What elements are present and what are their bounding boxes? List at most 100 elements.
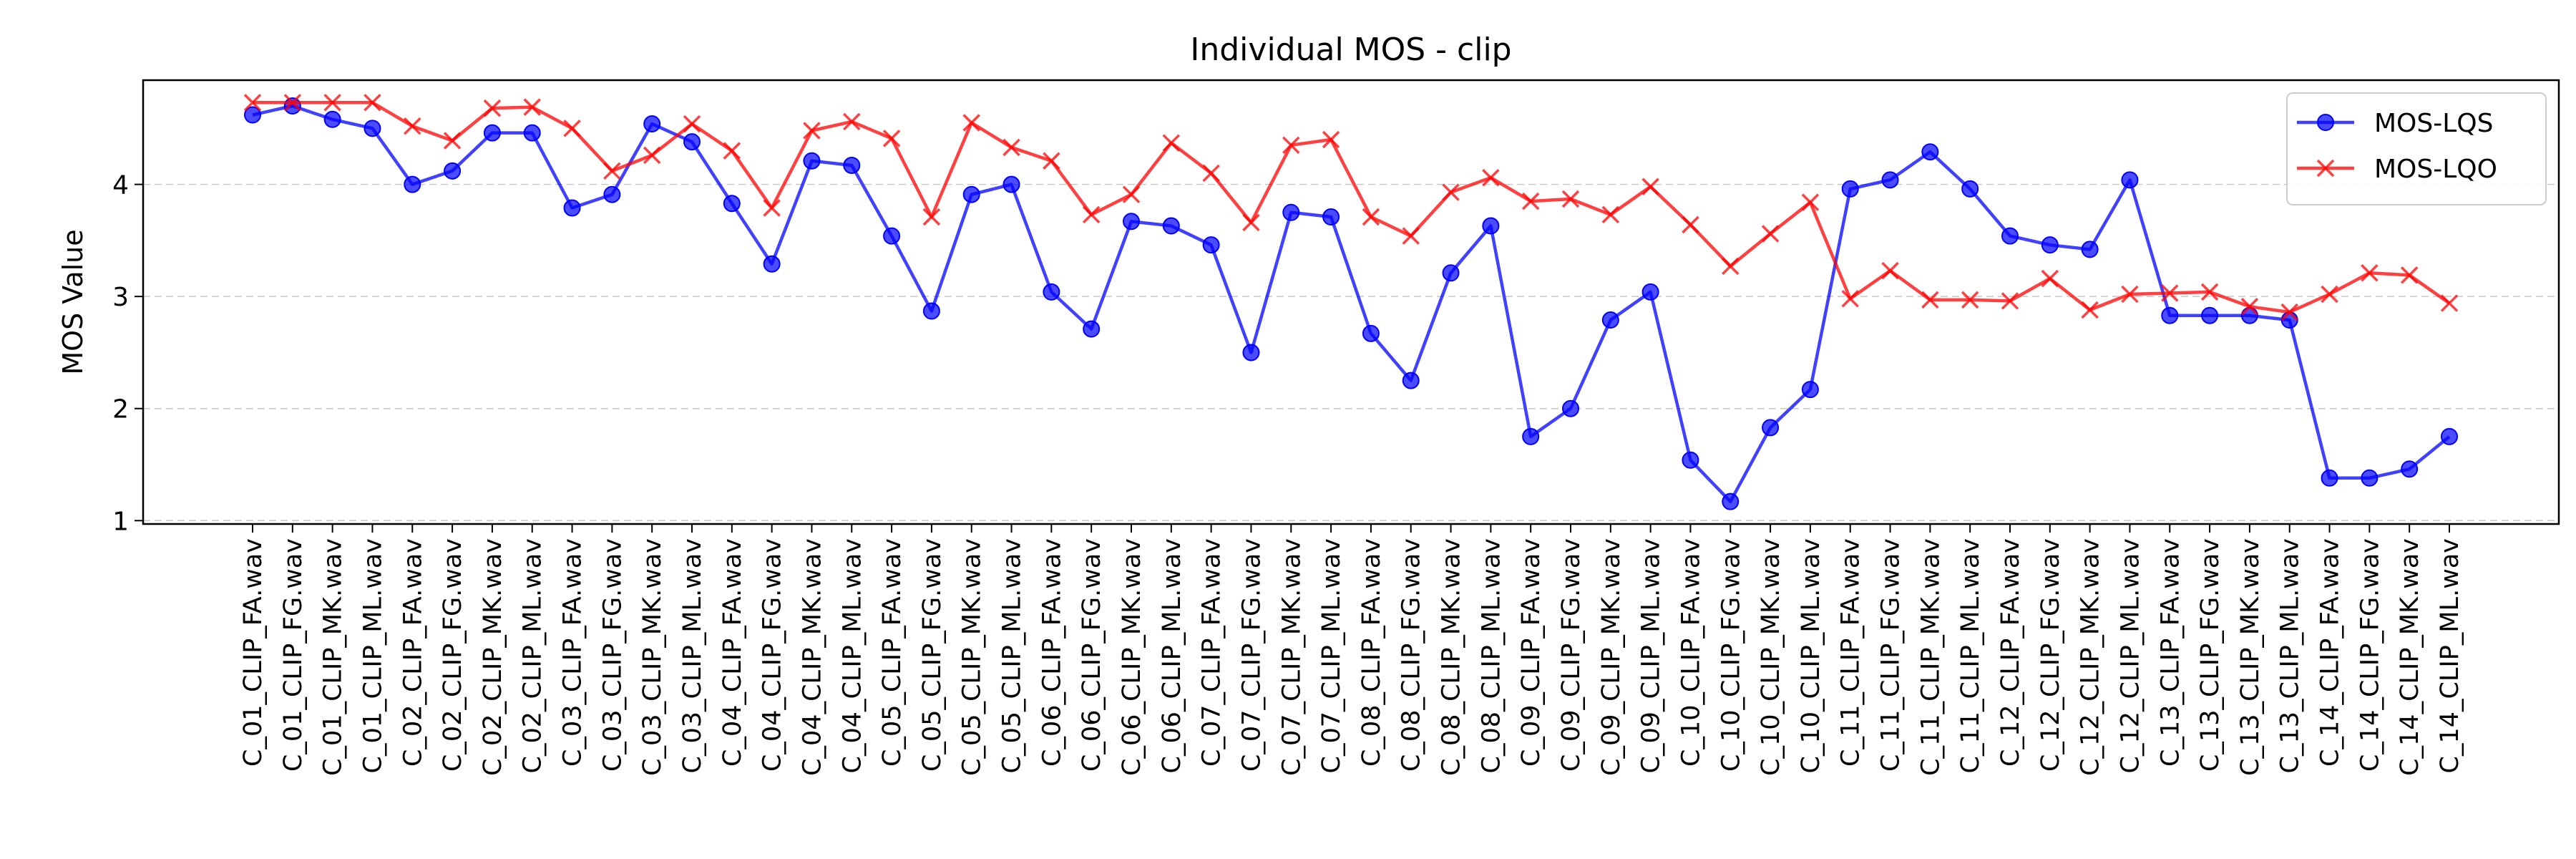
data-point-mos-lqo <box>1801 193 1820 211</box>
data-point-mos-lqs <box>2401 460 2419 478</box>
y-tick-label: 4 <box>112 171 129 200</box>
series-mos-lqs <box>244 97 2458 510</box>
y-axis-label: MOS Value <box>57 229 89 374</box>
data-point-mos-lqs <box>2321 469 2338 487</box>
data-point-mos-lqo <box>443 132 462 150</box>
data-point-mos-lqo <box>683 115 701 133</box>
x-tick-label: C_01_CLIP_ML.wav <box>358 538 387 773</box>
data-point-mos-lqo <box>1322 130 1340 149</box>
data-point-mos-lqs <box>563 199 581 217</box>
data-point-mos-lqs <box>2161 306 2179 324</box>
data-point-mos-lqo <box>243 94 262 112</box>
x-tick-label: C_08_CLIP_MK.wav <box>1438 538 1466 776</box>
data-point-mos-lqs <box>1841 180 1859 198</box>
series-line-mos-lqs <box>252 104 2451 503</box>
data-point-mos-lqs <box>364 120 381 137</box>
data-point-mos-lqo <box>2041 269 2059 288</box>
series-line-mos-lqo <box>253 101 2451 314</box>
x-tick-label: C_07_CLIP_FA.wav <box>1198 538 1226 767</box>
data-point-mos-lqo <box>643 146 661 165</box>
data-point-mos-lqs <box>283 97 301 115</box>
x-tick-label: C_02_CLIP_MK.wav <box>479 538 507 776</box>
x-tick-label: C_02_CLIP_FA.wav <box>399 538 427 767</box>
data-point-mos-lqs <box>723 195 741 213</box>
x-tick-label: C_13_CLIP_MK.wav <box>2236 538 2265 776</box>
x-tick-label: C_08_CLIP_FA.wav <box>1357 538 1386 767</box>
data-point-mos-lqs <box>1562 399 1579 417</box>
x-tick-label: C_12_CLIP_MK.wav <box>2077 538 2105 776</box>
data-point-mos-lqs <box>323 110 341 128</box>
data-point-mos-lqs <box>1123 213 1140 230</box>
data-point-mos-lqs <box>1801 381 1819 399</box>
data-point-mos-lqo <box>1881 261 1899 280</box>
x-tick-label: C_03_CLIP_MK.wav <box>638 538 667 776</box>
x-tick-label: C_04_CLIP_MK.wav <box>798 538 826 776</box>
data-point-mos-lqs <box>1322 208 1340 226</box>
x-tick-label: C_02_CLIP_FG.wav <box>439 538 467 772</box>
data-point-mos-lqs <box>1002 175 1020 193</box>
legend-item-mos-lqo: MOS-LQO <box>2297 155 2497 184</box>
data-point-mos-lqs <box>1083 320 1101 338</box>
data-point-mos-lqo <box>523 98 541 116</box>
legend-marker <box>2316 159 2335 178</box>
data-point-mos-lqs <box>1402 372 1420 389</box>
data-point-mos-lqs <box>1482 217 1500 235</box>
x-tick-label: C_09_CLIP_MK.wav <box>1597 538 1626 776</box>
data-point-mos-lqo <box>723 142 741 160</box>
data-point-mos-lqo <box>1402 227 1420 245</box>
x-tick-label: C_09_CLIP_FA.wav <box>1517 538 1546 767</box>
data-point-mos-lqs <box>1682 451 1699 469</box>
x-tick-label: C_13_CLIP_ML.wav <box>2276 538 2305 773</box>
data-point-mos-lqo <box>1043 152 1060 170</box>
data-point-mos-lqo <box>1921 291 1939 309</box>
x-tick-label: C_07_CLIP_ML.wav <box>1317 538 1346 773</box>
y-tick-label: 1 <box>112 507 129 536</box>
x-tick-label: C_12_CLIP_FG.wav <box>2036 538 2065 772</box>
data-point-mos-lqo <box>483 99 502 117</box>
data-point-mos-lqo <box>1961 291 1979 309</box>
x-tick-label: C_02_CLIP_ML.wav <box>519 538 547 773</box>
data-point-mos-lqo <box>2081 301 2099 319</box>
x-tick-label: C_04_CLIP_FG.wav <box>758 538 787 772</box>
data-point-mos-lqo <box>603 162 621 180</box>
x-tick-label: C_11_CLIP_FG.wav <box>1877 538 1906 772</box>
data-point-mos-lqo <box>1282 136 1300 155</box>
data-point-mos-lqs <box>2361 469 2379 487</box>
data-point-mos-lqo <box>1482 168 1500 187</box>
data-point-mos-lqs <box>444 162 462 180</box>
x-tick-label: C_01_CLIP_MK.wav <box>319 538 348 776</box>
plot-frame <box>142 79 2560 525</box>
data-point-mos-lqo <box>1242 213 1260 232</box>
x-tick-label: C_10_CLIP_FA.wav <box>1677 538 1705 767</box>
data-point-mos-lqo <box>364 94 381 112</box>
data-point-mos-lqs <box>1881 171 1899 189</box>
data-point-mos-lqo <box>1561 190 1580 208</box>
data-point-mos-lqo <box>2161 284 2179 302</box>
data-point-mos-lqs <box>1601 311 1619 329</box>
x-tick-label: C_14_CLIP_MK.wav <box>2396 538 2424 776</box>
x-tick-label: C_04_CLIP_FA.wav <box>718 538 747 767</box>
x-tick-label: C_05_CLIP_MK.wav <box>958 538 987 776</box>
x-tick-label: C_12_CLIP_ML.wav <box>2116 538 2145 773</box>
x-tick-label: C_03_CLIP_FG.wav <box>598 538 627 772</box>
data-point-mos-lqo <box>1162 134 1181 152</box>
x-tick-label: C_08_CLIP_FG.wav <box>1397 538 1426 772</box>
y-tick-label: 2 <box>112 395 129 424</box>
data-point-mos-lqs <box>2201 306 2219 324</box>
x-tick-label: C_03_CLIP_FA.wav <box>559 538 587 767</box>
data-point-mos-lqs <box>2240 306 2258 324</box>
data-point-mos-lqs <box>1961 180 1979 198</box>
x-tick-label: C_04_CLIP_ML.wav <box>838 538 867 773</box>
data-point-mos-lqs <box>883 227 901 245</box>
x-tick-label: C_10_CLIP_MK.wav <box>1757 538 1785 776</box>
data-point-mos-lqs <box>2081 241 2099 258</box>
series-mos-lqo <box>243 94 2459 321</box>
data-point-mos-lqo <box>563 120 581 137</box>
data-point-mos-lqs <box>763 255 781 273</box>
data-point-mos-lqs <box>1442 264 1460 282</box>
x-tick-label: C_07_CLIP_MK.wav <box>1277 538 1306 776</box>
x-tick-label: C_14_CLIP_FG.wav <box>2356 538 2384 772</box>
data-point-mos-lqs <box>683 133 701 151</box>
x-tick-label: C_11_CLIP_ML.wav <box>1956 538 1985 773</box>
